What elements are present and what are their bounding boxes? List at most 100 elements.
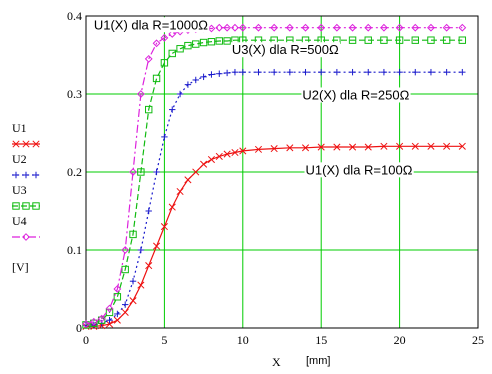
data-point <box>215 152 223 160</box>
data-point <box>411 142 419 150</box>
data-point <box>114 310 121 318</box>
legend-label: U2 <box>12 152 27 166</box>
x-tick-label: 5 <box>161 333 167 347</box>
data-point <box>459 68 466 76</box>
data-point <box>208 71 215 78</box>
data-point <box>380 68 388 76</box>
data-point <box>333 68 341 76</box>
data-point <box>254 145 263 153</box>
data-point <box>348 36 357 44</box>
data-point <box>348 23 357 32</box>
data-point <box>22 140 30 148</box>
data-point <box>207 38 216 46</box>
data-point <box>97 314 106 323</box>
annotation-background <box>92 17 210 33</box>
data-point <box>153 168 160 176</box>
data-point <box>333 143 341 151</box>
data-point <box>286 68 294 76</box>
data-point <box>317 23 326 32</box>
data-point <box>129 297 137 305</box>
annotation-background <box>230 42 341 58</box>
data-point <box>412 68 419 76</box>
data-point <box>349 68 356 76</box>
data-point <box>207 24 216 33</box>
data-point <box>458 36 467 44</box>
data-point <box>176 45 184 53</box>
data-point <box>168 30 177 38</box>
series-annotation: U1(X) dla R=100Ω <box>306 162 413 177</box>
data-point <box>332 23 341 32</box>
x-tick-label: 15 <box>315 333 327 347</box>
y-tick-label: 0.3 <box>67 87 82 101</box>
data-point <box>113 293 122 301</box>
y-tick-label: 0.2 <box>67 165 82 179</box>
data-point <box>301 144 310 152</box>
data-point <box>97 316 106 324</box>
data-point <box>145 207 152 215</box>
data-point <box>145 262 153 270</box>
data-point <box>427 68 435 76</box>
data-point <box>318 68 325 76</box>
data-point <box>427 142 435 150</box>
data-point <box>199 38 208 47</box>
data-point <box>286 144 294 152</box>
y-tick-label: 0.4 <box>67 9 82 23</box>
data-point <box>223 37 231 45</box>
data-point <box>89 317 98 326</box>
data-point <box>364 36 372 44</box>
annotation-background <box>304 162 414 178</box>
data-point <box>160 223 168 231</box>
data-point <box>106 317 113 324</box>
data-point <box>161 133 168 141</box>
data-point <box>82 321 90 329</box>
series-line <box>85 39 463 326</box>
x-axis-unit: [mm] <box>306 355 331 367</box>
data-point <box>121 265 129 274</box>
data-point <box>427 36 435 44</box>
data-point <box>152 74 161 83</box>
data-point <box>22 202 30 210</box>
data-point <box>192 168 200 176</box>
data-point <box>105 320 114 328</box>
data-point <box>160 33 169 42</box>
data-point <box>349 143 357 151</box>
data-point <box>239 147 247 155</box>
data-point <box>254 23 263 32</box>
data-point <box>121 308 129 316</box>
data-point <box>129 278 137 285</box>
data-point <box>32 171 40 179</box>
data-point <box>458 23 467 32</box>
series-layer <box>82 23 467 330</box>
data-point <box>136 90 145 98</box>
series-annotation: U3(X) dla R=500Ω <box>232 42 339 57</box>
data-point <box>255 68 262 76</box>
data-point <box>395 36 404 44</box>
x-tick-label: 20 <box>394 333 406 347</box>
data-point <box>184 81 192 88</box>
data-point <box>215 37 223 45</box>
data-point <box>458 142 466 150</box>
data-point <box>122 301 129 308</box>
data-point <box>270 145 278 153</box>
data-point <box>443 68 450 76</box>
data-point <box>145 105 153 114</box>
data-point <box>184 41 192 50</box>
data-point <box>302 68 309 76</box>
data-point <box>200 73 207 81</box>
data-point <box>105 304 114 313</box>
data-point <box>176 90 184 98</box>
series-line <box>85 71 463 327</box>
y-tick-label: 0.1 <box>67 243 82 257</box>
grid <box>86 16 478 328</box>
axes <box>85 15 479 329</box>
y-tick-label: 0 <box>76 321 82 335</box>
data-point <box>442 36 451 44</box>
data-point <box>184 176 192 184</box>
tick-labels: 0 5 10 15 20 25 0 0.1 0.2 0.3 0.4 <box>67 9 484 347</box>
data-point <box>223 150 231 158</box>
data-point <box>380 36 388 44</box>
x-axis-label: X <box>272 355 281 369</box>
x-tick-label: 10 <box>237 333 249 347</box>
data-point <box>169 106 176 113</box>
